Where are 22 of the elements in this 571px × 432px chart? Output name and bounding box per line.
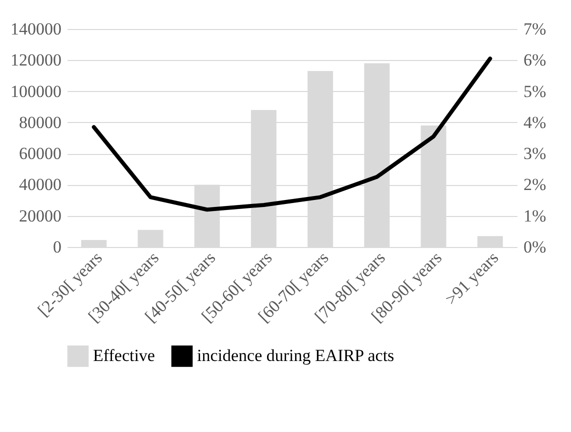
- bar: [477, 236, 503, 247]
- y-tick-label: 140000: [10, 20, 62, 38]
- line-series: [92, 56, 492, 212]
- bar: [138, 230, 164, 247]
- y2-tick-label: 3%: [524, 144, 546, 164]
- y-tick-label: 60000: [19, 144, 62, 164]
- legend-label: Effective: [93, 346, 155, 366]
- y2-tick-label: 0%: [524, 238, 546, 256]
- y-tick-label: 80000: [19, 112, 62, 132]
- bar: [81, 240, 107, 247]
- y-tick-label: 20000: [19, 206, 62, 226]
- y2-tick-label: 4%: [524, 112, 546, 132]
- legend-label: incidence during EAIRP acts: [197, 346, 394, 366]
- y-tick-label: 120000: [10, 50, 62, 70]
- y2-tick-label: 2%: [524, 175, 546, 194]
- y2-tick-label: 5%: [524, 82, 546, 101]
- y-tick-label: 40000: [19, 175, 62, 194]
- y2-tick-label: 7%: [524, 20, 546, 38]
- y2-tick-label: 6%: [524, 50, 546, 70]
- y-tick-label: 0: [53, 238, 62, 256]
- y-tick-label: 100000: [10, 82, 62, 101]
- y2-tick-label: 1%: [524, 206, 546, 226]
